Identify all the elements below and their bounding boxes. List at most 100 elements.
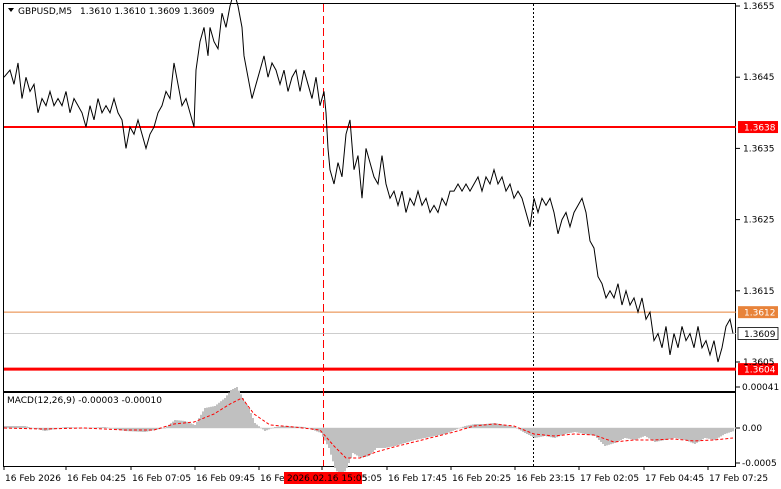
macd-histogram-bar: [536, 428, 538, 438]
macd-histogram-bar: [298, 426, 300, 428]
macd-histogram-bar: [190, 423, 192, 428]
macd-histogram-bar: [126, 428, 128, 432]
time-tick-label: 16 Feb 20:25: [452, 474, 511, 484]
macd-histogram-bar: [330, 428, 332, 455]
macd-histogram-bar: [286, 426, 288, 428]
macd-histogram-bar: [704, 428, 706, 438]
macd-histogram-bar: [18, 426, 20, 428]
macd-histogram-bar: [114, 428, 116, 429]
macd-histogram-bar: [208, 407, 210, 428]
vertical-markers: [323, 4, 534, 466]
macd-histogram-bar: [646, 428, 648, 438]
macd-histogram-bar: [554, 428, 556, 438]
macd-histogram-bar: [724, 428, 726, 434]
macd-histogram-bar: [434, 428, 436, 436]
macd-histogram-bar: [406, 428, 408, 443]
macd-histogram-bar: [608, 428, 610, 445]
time-tick-label: 17 Feb 02:05: [580, 474, 639, 484]
macd-histogram-bar: [644, 428, 646, 436]
macd-histogram-bar: [94, 427, 96, 428]
time-highlight-label: 2026.02.16 15:05: [287, 474, 367, 484]
macd-histogram-bar: [482, 424, 484, 428]
macd-histogram-bar: [490, 423, 492, 428]
macd-histogram-bar: [402, 428, 404, 444]
macd-histogram-bar: [222, 399, 224, 428]
macd-histogram-bar: [568, 428, 570, 434]
macd-histogram-bar: [702, 428, 704, 440]
macd-histogram-bar: [64, 427, 66, 428]
macd-histogram-bar: [224, 398, 226, 428]
macd-histogram-bar: [628, 428, 630, 439]
macd-histogram-bar: [120, 428, 122, 431]
macd-histogram-bar: [280, 426, 282, 428]
macd-histogram-bar: [638, 428, 640, 439]
dropdown-triangle-icon[interactable]: [8, 8, 14, 12]
macd-histogram-bar: [448, 428, 450, 433]
macd-histogram-bar: [422, 428, 424, 439]
macd-histogram-bar: [412, 428, 414, 441]
macd-indicator: [3, 387, 736, 478]
macd-histogram-bar: [460, 427, 462, 429]
time-tick-label: 16 Feb 04:25: [67, 474, 126, 484]
macd-histogram-bar: [194, 425, 196, 428]
macd-histogram-bar: [184, 421, 186, 428]
macd-label: MACD(12,26,9) -0.00003 -0.00010: [7, 396, 162, 406]
time-tick-label: 17 Feb 04:45: [645, 474, 704, 484]
macd-histogram-bar: [556, 428, 558, 438]
macd-histogram-bar: [476, 424, 478, 428]
macd-histogram-bar: [472, 424, 474, 428]
macd-histogram-bar: [248, 408, 250, 428]
macd-histogram-bar: [696, 428, 698, 443]
macd-histogram-bar: [616, 428, 618, 442]
macd-histogram-bar: [154, 428, 156, 430]
current-price-tag-label: 1.3609: [744, 330, 776, 340]
macd-histogram-bar: [304, 427, 306, 428]
macd-histogram-bar: [578, 428, 580, 433]
macd-histogram-bar: [718, 428, 720, 438]
macd-histogram-bar: [178, 420, 180, 428]
macd-histogram-bar: [374, 428, 376, 450]
macd-histogram-bar: [388, 428, 390, 448]
macd-histogram-bar: [720, 428, 722, 437]
macd-histogram-bar: [116, 428, 118, 430]
macd-histogram-bar: [236, 387, 238, 428]
macd-histogram-bar: [170, 423, 172, 428]
macd-histogram-bar: [34, 428, 36, 429]
macd-histogram-bar: [450, 428, 452, 432]
macd-histogram-bar: [182, 420, 184, 428]
macd-histogram-bar: [540, 428, 542, 437]
macd-histogram-bar: [350, 428, 352, 458]
macd-histogram-bar: [584, 428, 586, 434]
symbol-label: GBPUSD,M5: [18, 7, 72, 17]
macd-histogram-bar: [590, 428, 592, 436]
macd-histogram-bar: [624, 428, 626, 438]
macd-histogram-bar: [520, 428, 522, 431]
main-plot-frame: [3, 3, 736, 392]
macd-histogram-bar: [164, 428, 166, 429]
macd-histogram-bar: [466, 425, 468, 428]
macd-histogram-bar: [688, 428, 690, 442]
macd-histogram-bar: [682, 428, 684, 440]
macd-histogram-bar: [504, 425, 506, 428]
macd-histogram-bar: [244, 401, 246, 428]
macd-histogram-bar: [136, 428, 138, 432]
macd-histogram-bar: [356, 428, 358, 456]
macd-histogram-bar: [666, 428, 668, 440]
macd-histogram-bar: [6, 426, 8, 428]
macd-histogram-bar: [192, 424, 194, 428]
macd-histogram-bar: [104, 427, 106, 428]
macd-histogram-bar: [22, 426, 24, 428]
macd-histogram-bar: [432, 428, 434, 437]
macd-histogram-bar: [610, 428, 612, 445]
macd-histogram-bar: [226, 395, 228, 428]
macd-histogram-bar: [152, 428, 154, 431]
macd-histogram-bar: [714, 428, 716, 440]
macd-histogram-bar: [348, 428, 350, 463]
macd-histogram-bar: [196, 421, 198, 428]
macd-histogram-bar: [200, 414, 202, 428]
time-tick-label: 16 Feb: [260, 474, 291, 484]
level-1-tag-label: 1.3638: [744, 124, 776, 134]
macd-histogram-bar: [544, 428, 546, 436]
time-tick-label: 16 Feb 07:05: [132, 474, 191, 484]
